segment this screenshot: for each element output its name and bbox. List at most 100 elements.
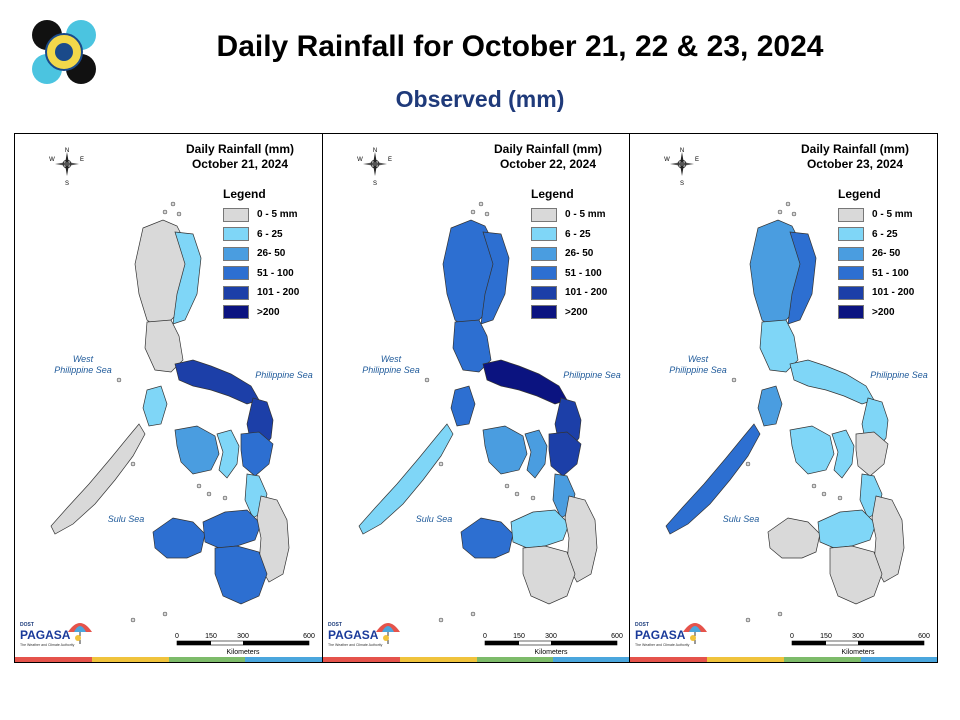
legend-swatch bbox=[223, 285, 249, 300]
region-northeast bbox=[787, 231, 817, 325]
footer-stripe bbox=[245, 657, 322, 662]
legend-title: Legend bbox=[223, 187, 266, 201]
sea-label-line: Philippine Sea bbox=[362, 365, 420, 375]
legend-item: 26- 50 bbox=[223, 246, 318, 261]
legend-label: 51 - 100 bbox=[257, 267, 294, 279]
panel-date: October 22, 2024 bbox=[499, 157, 597, 171]
sea-label-philippine-sea: Philippine Sea bbox=[870, 370, 928, 380]
footer-stripe bbox=[784, 657, 861, 662]
sea-label-line: Philippine Sea bbox=[54, 365, 112, 375]
compass-w-label: W bbox=[49, 157, 55, 163]
legend-item: 0 - 5 mm bbox=[531, 207, 626, 222]
legend-label: >200 bbox=[257, 306, 280, 318]
legend-title: Legend bbox=[531, 187, 574, 201]
compass-s-label: S bbox=[65, 181, 69, 186]
small-island bbox=[424, 377, 430, 383]
legend-swatch bbox=[838, 285, 864, 300]
small-island bbox=[470, 209, 476, 215]
legend-swatch bbox=[223, 305, 249, 319]
legend-swatch bbox=[838, 305, 864, 319]
legend-item: >200 bbox=[838, 305, 933, 320]
legend-label: 101 - 200 bbox=[257, 287, 300, 298]
legend-label: 6 - 25 bbox=[872, 228, 898, 240]
brand-top-label: DOST bbox=[328, 622, 342, 628]
small-island bbox=[438, 461, 444, 467]
philippine-rainfall-map bbox=[50, 201, 290, 623]
region-visayas-west bbox=[174, 425, 220, 475]
region-bicol bbox=[174, 359, 260, 405]
scale-unit-label: Kilometers bbox=[226, 649, 260, 656]
small-island bbox=[777, 611, 783, 617]
legend-label: 6 - 25 bbox=[257, 228, 283, 240]
scale-tick-label: 150 bbox=[513, 633, 525, 640]
scale-tick-label: 0 bbox=[790, 633, 794, 640]
region-palawan bbox=[358, 423, 454, 535]
small-island bbox=[504, 483, 510, 489]
region-mindanao-south bbox=[214, 545, 268, 605]
footer-stripe bbox=[91, 657, 169, 662]
legend-label: 101 - 200 bbox=[565, 287, 608, 298]
legend: Legend 0 - 5 mm 6 - 25 26- 50 51 - 100 101 - … bbox=[223, 187, 318, 324]
legend-item: 51 - 100 bbox=[223, 266, 318, 281]
region-visayas-west bbox=[482, 425, 528, 475]
small-island bbox=[196, 483, 202, 489]
legend-item: 101 - 200 bbox=[838, 285, 933, 300]
legend-item: 101 - 200 bbox=[223, 285, 318, 300]
small-island bbox=[745, 617, 751, 623]
footer-stripe bbox=[15, 657, 92, 662]
legend-item: 101 - 200 bbox=[531, 285, 626, 300]
small-island bbox=[438, 617, 444, 623]
region-mindanao-south bbox=[829, 545, 883, 605]
small-island bbox=[162, 611, 168, 617]
small-island bbox=[791, 211, 797, 217]
sea-label-sulu-sea: Sulu Sea bbox=[415, 514, 453, 524]
region-mindanao-west bbox=[460, 517, 514, 559]
legend-item: 0 - 5 mm bbox=[223, 207, 318, 222]
small-island bbox=[162, 209, 168, 215]
legend-item: 6 - 25 bbox=[531, 227, 626, 242]
brand-tagline: The Weather and Climate Authority bbox=[635, 643, 690, 647]
panel-title-text: Daily Rainfall (mm) bbox=[800, 142, 910, 156]
small-island bbox=[811, 483, 817, 489]
region-visayas-east bbox=[831, 429, 855, 479]
legend-label: 51 - 100 bbox=[565, 267, 602, 279]
compass-e-label: E bbox=[695, 157, 699, 163]
sea-label-philippine-sea: Philippine Sea bbox=[563, 370, 621, 380]
scale-tick-label: 600 bbox=[918, 633, 930, 640]
legend-swatch bbox=[223, 246, 249, 261]
scale-bar: 0 150 300 600 Kilometers bbox=[483, 633, 623, 656]
brand-name: PAGASA bbox=[635, 628, 686, 642]
legend-label: 0 - 5 mm bbox=[257, 209, 298, 220]
legend-swatch bbox=[531, 246, 557, 261]
philippine-rainfall-map bbox=[358, 201, 598, 623]
small-island bbox=[484, 211, 490, 217]
legend-item: >200 bbox=[223, 305, 318, 320]
footer-stripe bbox=[707, 657, 784, 662]
region-northeast bbox=[480, 231, 510, 325]
compass-e-label: E bbox=[80, 157, 84, 163]
legend-label: 0 - 5 mm bbox=[565, 209, 606, 220]
footer-stripe bbox=[553, 657, 629, 662]
panel-title: Daily Rainfall (mm) October 23, 2024 bbox=[780, 142, 930, 172]
legend-label: >200 bbox=[872, 306, 895, 318]
map-panel-oct22: Daily Rainfall (mm) October 22, 2024 Legen… bbox=[322, 134, 629, 662]
panel-date: October 21, 2024 bbox=[191, 157, 289, 171]
region-samar bbox=[855, 431, 889, 477]
scale-tick-label: 150 bbox=[205, 633, 217, 640]
legend-item: >200 bbox=[531, 305, 626, 320]
page-title: Daily Rainfall for October 21, 22 & 23, … bbox=[216, 30, 824, 63]
sea-label-west-philippine-sea: West Philippine Sea bbox=[43, 354, 123, 376]
compass-rose-icon: N S E W bbox=[357, 148, 392, 186]
legend-swatch bbox=[531, 285, 557, 300]
legend-label: 26- 50 bbox=[872, 248, 901, 259]
map-panel-oct21: Daily Rainfall (mm) October 21, 2024 Legen… bbox=[15, 134, 322, 662]
region-mindanao-central bbox=[510, 509, 570, 549]
legend-label: >200 bbox=[565, 306, 588, 318]
compass-s-label: S bbox=[373, 181, 377, 186]
legend-swatch bbox=[838, 227, 864, 241]
philippine-rainfall-map bbox=[665, 201, 905, 623]
brand-name: PAGASA bbox=[328, 628, 379, 642]
scale-unit-label: Kilometers bbox=[841, 649, 875, 656]
scale-bar: 0 150 300 600 Kilometers bbox=[175, 633, 315, 656]
scale-tick-label: 300 bbox=[545, 633, 557, 640]
